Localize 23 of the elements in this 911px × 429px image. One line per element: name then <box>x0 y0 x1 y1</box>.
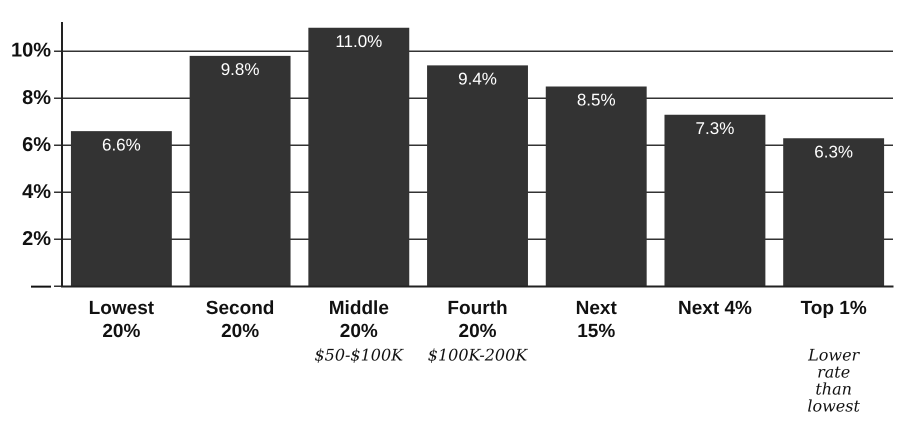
x-tick-label: Top 1% <box>800 298 867 320</box>
x-tick-label: Fourth 20% <box>447 298 508 342</box>
y-tick-label: 2% <box>22 228 52 250</box>
data-label: 7.3% <box>696 118 734 138</box>
text: $100K-200K <box>428 346 528 365</box>
data-label: 6.3% <box>814 142 854 162</box>
y-tick-label: — <box>31 274 52 297</box>
y-tick-label: 4% <box>22 180 52 203</box>
x-tick-label: Lowest 20% <box>88 298 155 342</box>
text: $50-$100K <box>314 346 404 365</box>
y-tick-label: 8% <box>22 86 52 109</box>
data-label: 11.0% <box>335 32 382 51</box>
data-label: 8.5% <box>576 90 616 110</box>
data-label: 9.4% <box>458 70 497 89</box>
x-tick-label: Second 20% <box>206 298 274 342</box>
data-label: 6.6% <box>102 135 141 154</box>
x-tick-label: Middle 20% <box>328 298 389 342</box>
y-tick-label: 6% <box>22 134 52 156</box>
text: Lower rate than lowest <box>807 346 861 416</box>
x-tick-label: Next 4% <box>678 298 752 320</box>
y-tick-label: 10% <box>11 40 52 62</box>
x-tick-label: Next 15% <box>576 298 618 342</box>
data-label: 9.8% <box>220 60 260 80</box>
